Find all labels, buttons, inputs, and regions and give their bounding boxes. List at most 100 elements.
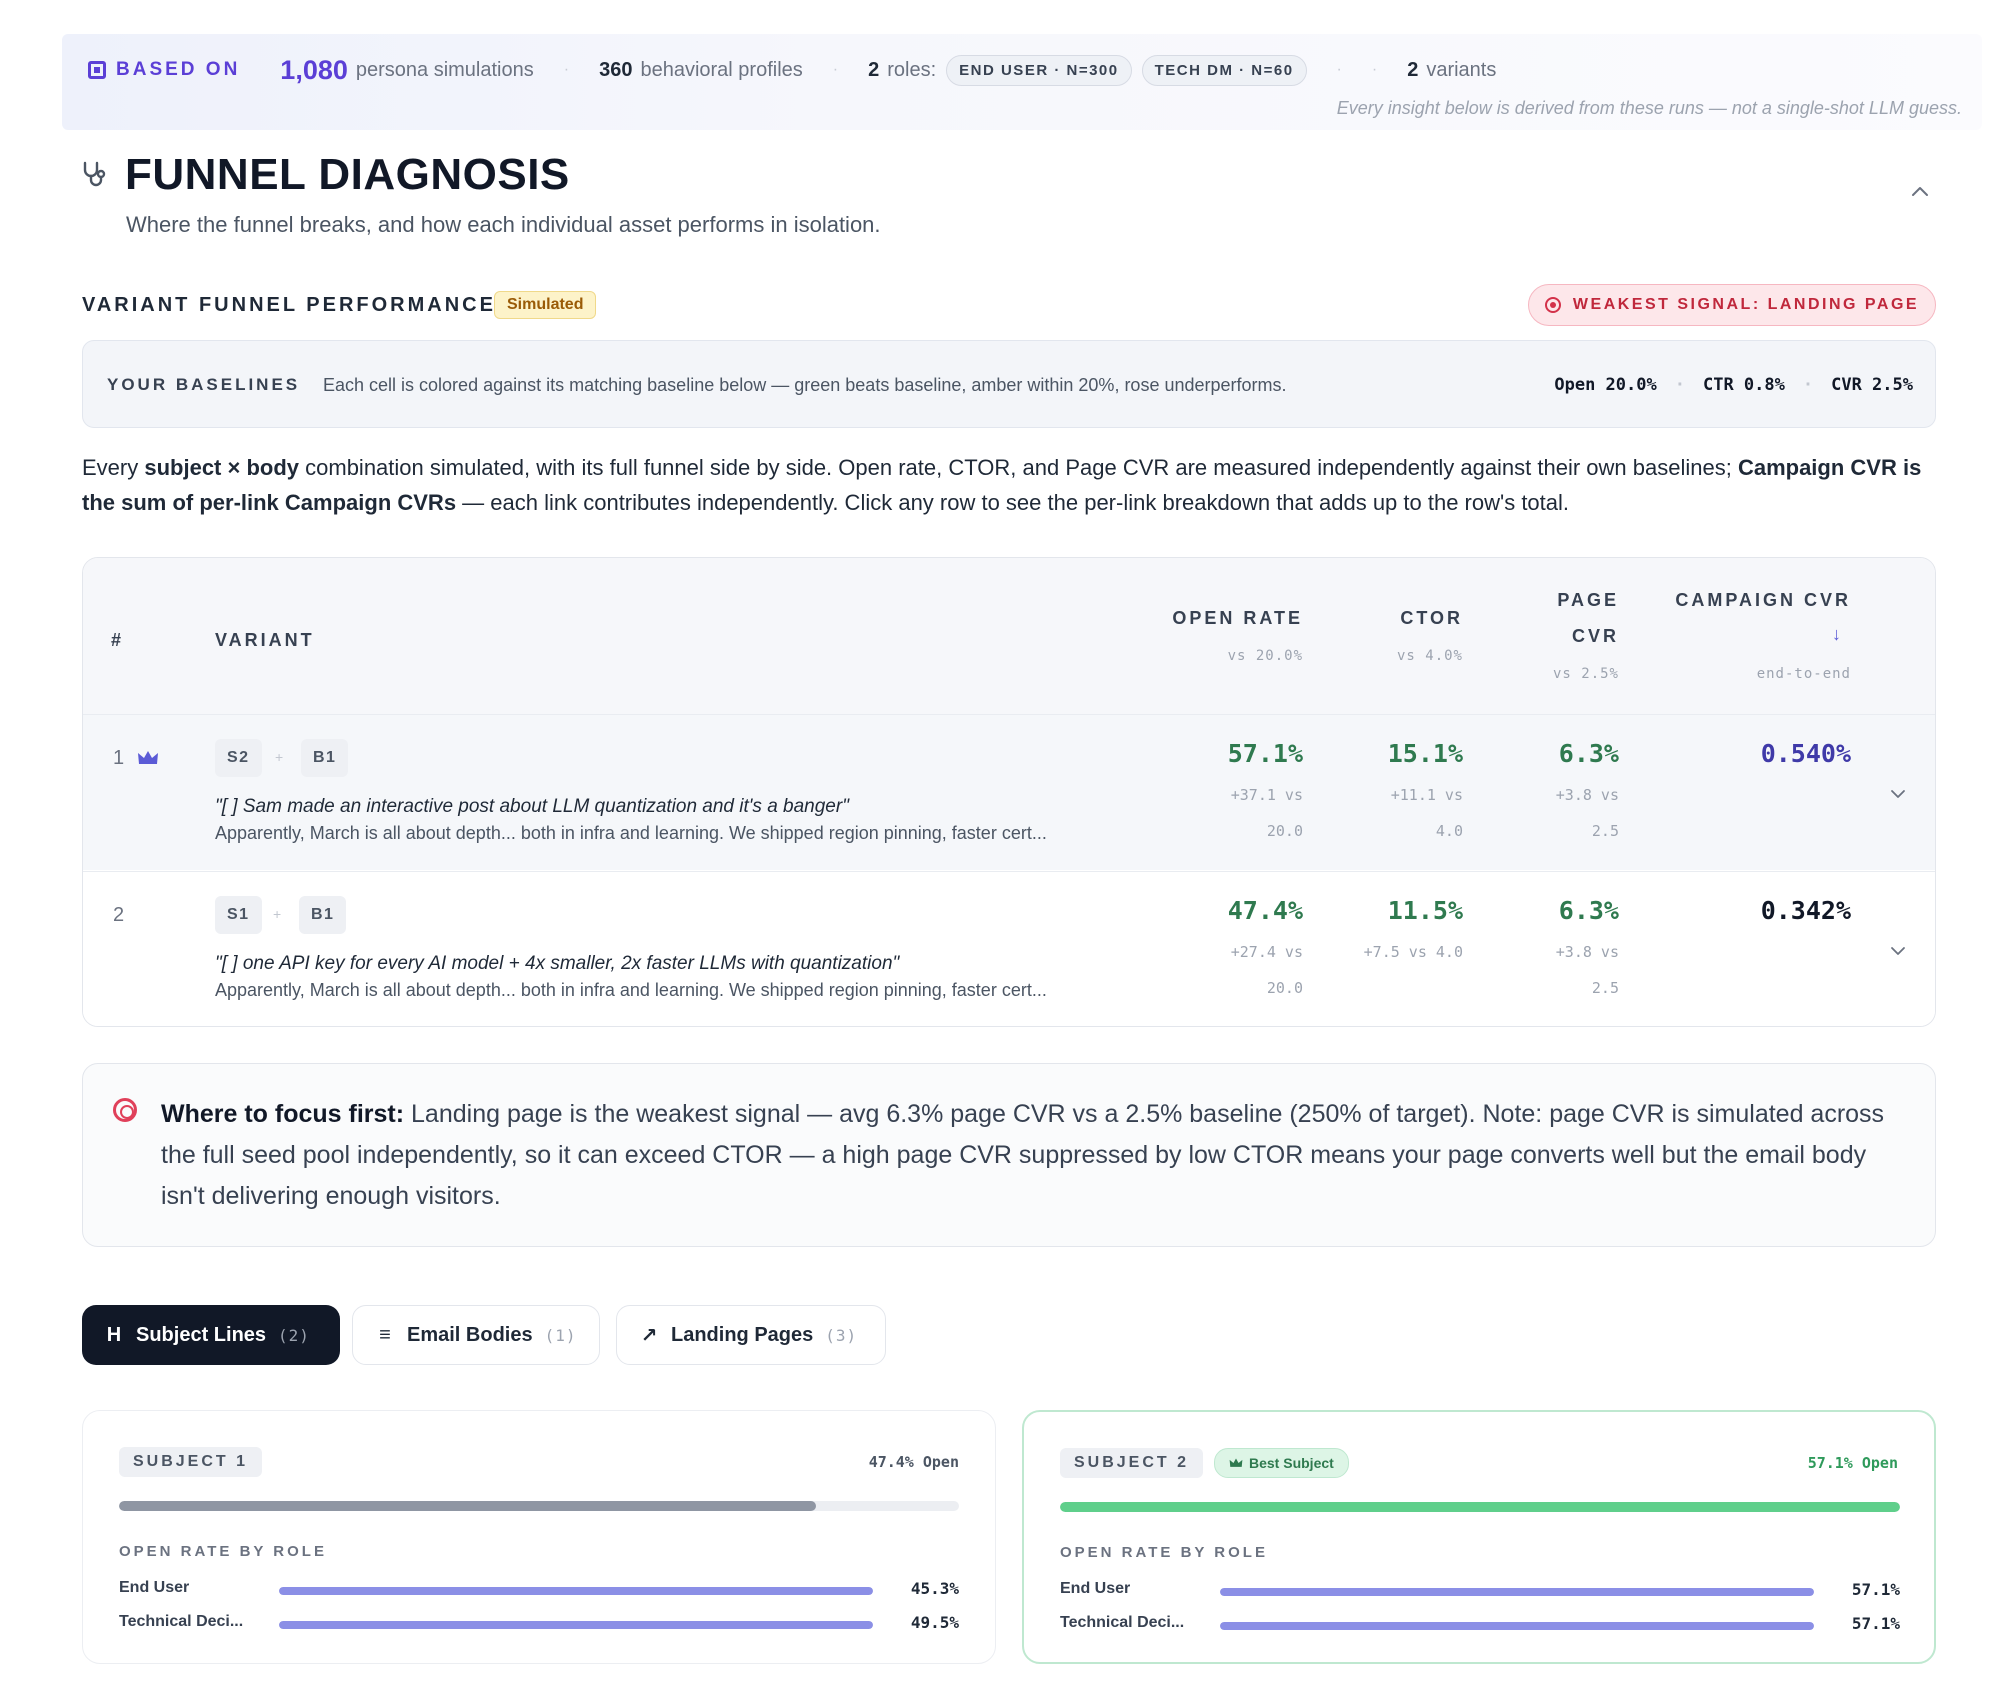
- row-number: 1: [113, 747, 125, 769]
- target-icon: [1544, 297, 1561, 313]
- ctor-delta: +11.1 vs 4.0: [1390, 786, 1463, 840]
- campaign-cvr-value: 0.540%: [1760, 739, 1851, 768]
- sort-arrow-icon[interactable]: ↓: [1832, 624, 1841, 644]
- role-row: End User 45.3%: [119, 1579, 959, 1601]
- open-rate-delta: +27.4 vs 20.0: [1230, 943, 1303, 997]
- page-cvr-delta: +3.8 vs 2.5: [1555, 786, 1619, 840]
- table-row[interactable]: 2 S1 + B1 "[ ] one API key for every AI …: [83, 871, 1935, 1026]
- role-bar: [279, 1587, 873, 1595]
- subject-card-1[interactable]: SUBJECT 1 47.4% Open OPEN RATE BY ROLE E…: [82, 1410, 996, 1664]
- profile-label: behavioral profiles: [640, 58, 803, 81]
- body-preview: Apparently, March is all about depth... …: [215, 823, 1047, 843]
- banner-note: Every insight below is derived from thes…: [1336, 98, 1962, 118]
- subject-line: "[ ] one API key for every AI model + 4x…: [215, 953, 900, 974]
- weakest-signal-badge: WEAKEST SIGNAL: LANDING PAGE: [1528, 284, 1936, 326]
- external-link-icon: ↗: [640, 1324, 658, 1347]
- best-subject-badge: Best Subject: [1214, 1448, 1349, 1478]
- baselines-description: Each cell is colored against its matchin…: [323, 375, 1287, 395]
- role-value: 45.3%: [910, 1579, 959, 1598]
- table-row[interactable]: 1 S2 + B1 "[ ] Sam made an interactive p…: [83, 714, 1935, 870]
- page-cvr-value: 6.3%: [1558, 739, 1619, 768]
- variant-funnel-title: VARIANT FUNNEL PERFORMANCE: [82, 294, 496, 316]
- tab-subject-lines[interactable]: H Subject Lines (2): [82, 1305, 340, 1365]
- body-tag: B1: [301, 739, 349, 777]
- column-header-open-rate[interactable]: OPEN RATE: [1172, 608, 1303, 628]
- based-on-label: BASED ON: [88, 59, 240, 81]
- column-header-page-cvr-line2: CVR: [1571, 626, 1619, 646]
- page-cvr-delta: +3.8 vs 2.5: [1555, 943, 1619, 997]
- role-row: End User 57.1%: [1060, 1580, 1900, 1602]
- tab-count: (1): [544, 1325, 577, 1345]
- open-rate-bar-fill: [119, 1501, 817, 1511]
- subject-tag: S1: [215, 896, 262, 934]
- ctor-value: 11.5%: [1387, 896, 1463, 925]
- subject-tag: S2: [215, 739, 262, 777]
- subject-open-rate: 47.4% Open: [868, 1453, 959, 1471]
- baseline-values: Open 20.0% · CTR 0.8% · CVR 2.5%: [1554, 375, 1913, 395]
- roles-count: 2: [868, 58, 880, 81]
- separator: ·: [1802, 375, 1814, 395]
- ctor-baseline: vs 4.0%: [1396, 648, 1463, 664]
- column-header-campaign-cvr[interactable]: CAMPAIGN CVR: [1675, 590, 1851, 610]
- subject-card-2[interactable]: SUBJECT 2 Best Subject 57.1% Open OPEN R…: [1022, 1410, 1936, 1664]
- column-header-ctor[interactable]: CTOR: [1400, 608, 1463, 628]
- open-rate-bar: [119, 1501, 959, 1511]
- page-subtitle: Where the funnel breaks, and how each in…: [126, 212, 881, 237]
- role-bar-fill: [279, 1587, 873, 1595]
- text-lines-icon: ≡: [379, 1323, 391, 1346]
- role-heading: OPEN RATE BY ROLE: [1060, 1544, 1268, 1561]
- subject-tag: SUBJECT 1: [119, 1447, 263, 1477]
- row-number: 2: [113, 904, 125, 926]
- separator: ·: [832, 61, 839, 78]
- open-rate-bar-fill: [1060, 1502, 1900, 1512]
- body-tag: B1: [299, 896, 347, 934]
- persona-count: 1,080: [280, 54, 348, 85]
- roles-label: roles:: [887, 58, 937, 81]
- simulated-badge: Simulated: [494, 291, 597, 319]
- plus-icon: +: [273, 906, 282, 922]
- subject-line: "[ ] Sam made an interactive post about …: [215, 796, 849, 817]
- target-icon: [113, 1098, 137, 1122]
- role-pill-tech-dm: TECH DM · N=60: [1141, 54, 1307, 86]
- role-name: End User: [1060, 1580, 1131, 1597]
- chevron-down-icon[interactable]: [1889, 785, 1907, 803]
- tab-label: Landing Pages: [671, 1323, 814, 1346]
- stethoscope-icon: [83, 161, 106, 187]
- role-row: Technical Deci... 49.5%: [119, 1613, 959, 1635]
- funnel-description: Every subject × body combination simulat…: [82, 455, 1922, 515]
- role-bar-fill: [1220, 1622, 1814, 1630]
- column-header-page-cvr[interactable]: PAGE: [1557, 590, 1619, 610]
- tab-email-bodies[interactable]: ≡ Email Bodies (1): [352, 1305, 600, 1365]
- role-value: 57.1%: [1851, 1580, 1900, 1599]
- persona-label: persona simulations: [355, 58, 534, 81]
- separator: ·: [1674, 375, 1685, 395]
- role-bar-fill: [1220, 1588, 1814, 1596]
- variant-table: # VARIANT OPEN RATE vs 20.0% CTOR vs 4.0…: [82, 557, 1936, 1027]
- baseline-cvr: CVR 2.5%: [1831, 375, 1913, 395]
- campaign-cvr-value: 0.342%: [1760, 896, 1851, 925]
- variants-label: variants: [1426, 58, 1497, 81]
- tab-landing-pages[interactable]: ↗ Landing Pages (3): [616, 1305, 886, 1365]
- baselines-label: YOUR BASELINES: [107, 375, 301, 394]
- role-value: 57.1%: [1851, 1614, 1900, 1633]
- role-pill-end-user: END USER · N=300: [946, 54, 1132, 86]
- tab-count: (2): [278, 1325, 310, 1345]
- chevron-down-icon[interactable]: [1889, 942, 1907, 960]
- chip-icon: [88, 61, 106, 79]
- page-cvr-value: 6.3%: [1558, 896, 1619, 925]
- role-bar: [1220, 1588, 1814, 1596]
- crown-icon: [1229, 1458, 1243, 1467]
- ctor-value: 15.1%: [1387, 739, 1463, 768]
- chevron-up-icon[interactable]: [1910, 182, 1930, 202]
- focus-text: Where to focus first: Landing page is th…: [161, 1100, 1885, 1210]
- role-bar: [279, 1621, 873, 1629]
- body-preview: Apparently, March is all about depth... …: [215, 980, 1047, 1000]
- table-header: # VARIANT OPEN RATE vs 20.0% CTOR vs 4.0…: [83, 558, 1935, 714]
- tab-label: Email Bodies: [407, 1323, 533, 1346]
- column-header-num: #: [111, 630, 125, 650]
- variants-count: 2: [1407, 58, 1419, 81]
- role-row: Technical Deci... 57.1%: [1060, 1614, 1900, 1636]
- baseline-ctr: CTR 0.8%: [1702, 375, 1785, 395]
- crown-icon: [138, 751, 158, 764]
- tab-count: (3): [825, 1325, 858, 1345]
